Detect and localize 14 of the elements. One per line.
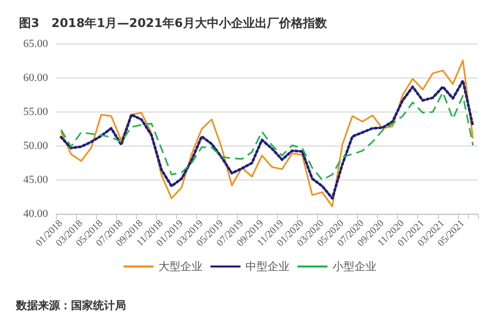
source-note: 数据来源：国家统计局 (15, 299, 126, 312)
chart-title: 图3 2018年1月—2021年6月大中小企业出厂价格指数 (19, 16, 328, 30)
y-tick-label: 50.00 (23, 140, 48, 152)
legend-label: 大型企业 (158, 260, 202, 273)
legend-label: 小型企业 (332, 260, 376, 273)
line-series (60, 60, 474, 208)
y-tick-label: 60.00 (23, 72, 48, 84)
y-tick-label: 55.00 (23, 106, 48, 118)
line-series (60, 91, 474, 181)
y-tick-label: 45.00 (23, 174, 48, 186)
y-tick-label: 40.00 (23, 208, 48, 220)
line-series (60, 79, 474, 200)
legend-label: 中型企业 (246, 260, 290, 273)
y-tick-label: 65.00 (23, 38, 48, 50)
